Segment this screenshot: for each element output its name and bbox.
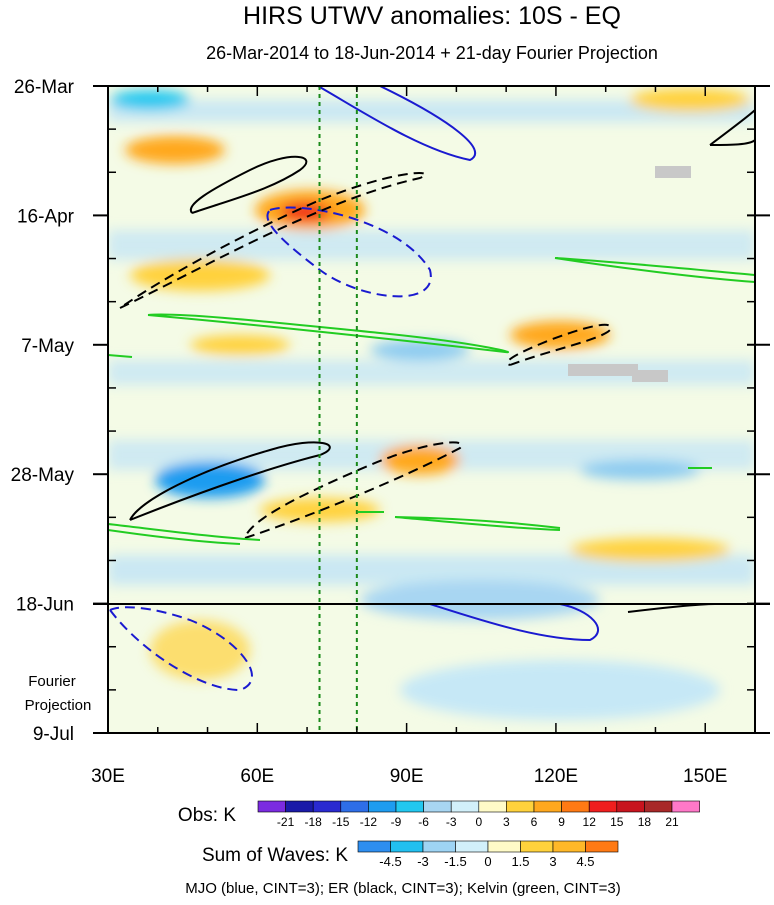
obs-legend-swatch bbox=[588, 800, 618, 813]
er-contour-1 bbox=[189, 155, 308, 214]
x-axis: 30E 60E 90E 120E 150E bbox=[91, 86, 756, 787]
obs-legend-swatch bbox=[340, 800, 369, 813]
er-contour-6 bbox=[709, 109, 755, 146]
obs-legend-label: -15 bbox=[332, 815, 350, 829]
obs-legend-swatch bbox=[506, 800, 535, 813]
obs-legend-label: -9 bbox=[391, 815, 402, 829]
x-tick-label: 150E bbox=[683, 766, 727, 787]
obs-legend-swatch bbox=[644, 800, 673, 813]
x-tick-label: 120E bbox=[534, 766, 578, 787]
obs-legend: -21 -18 -15 -12 -9 -6 -3 0 3 6 9 12 15 18 21 bbox=[257, 800, 700, 829]
projection-label-line1: Fourier bbox=[28, 673, 76, 690]
waves-legend-swatch bbox=[585, 840, 619, 853]
er-contour-5 bbox=[244, 441, 463, 539]
waves-legend-label: 1.5 bbox=[511, 854, 529, 869]
waves-legend-label: 4.5 bbox=[576, 854, 594, 869]
obs-legend-swatch bbox=[478, 800, 507, 813]
y-tick-label: 9-Jul bbox=[33, 724, 74, 745]
waves-legend-swatch bbox=[390, 840, 424, 853]
kelvin-contour-1 bbox=[147, 313, 509, 354]
waves-legend-label: 0 bbox=[484, 854, 491, 869]
y-tick-label: 7-May bbox=[21, 336, 74, 357]
obs-legend-swatch bbox=[423, 800, 452, 813]
y-tick-label: 18-Jun bbox=[16, 595, 74, 616]
waves-legend-label: -1.5 bbox=[444, 854, 466, 869]
obs-legend-label: 12 bbox=[583, 815, 597, 829]
er-contour-4 bbox=[129, 441, 331, 521]
reference-lines bbox=[318, 86, 358, 733]
waves-legend-label: -4.5 bbox=[379, 854, 401, 869]
y-tick-label: 16-Apr bbox=[17, 206, 75, 227]
waves-legend-swatch bbox=[520, 840, 554, 853]
waves-legend-label: 3 bbox=[549, 854, 556, 869]
y-axis: 26-Mar 16-Apr 7-May 28-May 18-Jun 9-Jul bbox=[11, 77, 770, 745]
contour-caption: MJO (blue, CINT=3); ER (black, CINT=3); … bbox=[185, 880, 621, 897]
er-contour-2 bbox=[119, 172, 427, 309]
kelvin-contour-2 bbox=[554, 257, 755, 283]
obs-legend-label: -18 bbox=[305, 815, 323, 829]
chart-subtitle: 26-Mar-2014 to 18-Jun-2014 + 21-day Four… bbox=[206, 43, 658, 63]
x-tick-label: 90E bbox=[390, 766, 424, 787]
mjo-contour-3 bbox=[429, 603, 600, 642]
obs-legend-swatch bbox=[368, 800, 397, 813]
obs-legend-label: -21 bbox=[277, 815, 295, 829]
obs-legend-swatch bbox=[450, 800, 480, 813]
x-tick-label: 60E bbox=[240, 766, 274, 787]
plot-frame bbox=[107, 85, 756, 734]
er-contour-3 bbox=[506, 323, 612, 366]
chart-title: HIRS UTWV anomalies: 10S - EQ bbox=[243, 2, 621, 30]
obs-legend-swatch bbox=[671, 800, 700, 813]
obs-legend-label: -12 bbox=[360, 815, 378, 829]
obs-legend-swatch bbox=[285, 800, 314, 813]
obs-legend-label: 15 bbox=[610, 815, 624, 829]
waves-legend-swatch bbox=[357, 840, 391, 853]
obs-legend-label: 3 bbox=[503, 815, 510, 829]
obs-legend-label: -3 bbox=[446, 815, 457, 829]
obs-legend-label: -6 bbox=[418, 815, 429, 829]
obs-legend-swatch bbox=[312, 800, 342, 813]
obs-legend-swatch bbox=[533, 800, 562, 813]
kelvin-contour-5 bbox=[394, 516, 561, 531]
y-tick-label: 28-May bbox=[11, 465, 75, 486]
obs-legend-label: 6 bbox=[531, 815, 538, 829]
mjo-contour-1 bbox=[317, 86, 477, 162]
obs-legend-swatch bbox=[561, 800, 590, 813]
kelvin-contour-4 bbox=[108, 523, 261, 545]
obs-legend-swatch bbox=[257, 800, 286, 813]
projection-label-line2: Projection bbox=[25, 697, 92, 714]
obs-legend-label: 21 bbox=[665, 815, 679, 829]
obs-legend-label: 18 bbox=[638, 815, 652, 829]
waves-legend-swatch bbox=[455, 840, 489, 853]
waves-legend-label: -3 bbox=[417, 854, 429, 869]
heatmap-field bbox=[108, 86, 755, 733]
waves-legend-swatch bbox=[552, 840, 586, 853]
obs-legend-label: 0 bbox=[475, 815, 482, 829]
obs-legend-title: Obs: K bbox=[178, 805, 236, 826]
obs-legend-label: 9 bbox=[558, 815, 565, 829]
obs-legend-swatch bbox=[616, 800, 645, 813]
obs-legend-swatch bbox=[395, 800, 424, 813]
mjo-contour-2 bbox=[266, 206, 432, 298]
x-tick-label: 30E bbox=[91, 766, 125, 787]
waves-legend-swatch bbox=[487, 840, 521, 853]
waves-legend: -4.5 -3 -1.5 0 1.5 3 4.5 bbox=[357, 840, 619, 869]
y-tick-label: 26-Mar bbox=[14, 77, 75, 98]
waves-legend-swatch bbox=[422, 840, 456, 853]
mjo-contour-4 bbox=[109, 606, 253, 692]
waves-legend-title: Sum of Waves: K bbox=[202, 845, 348, 866]
kelvin-contour-6 bbox=[358, 467, 712, 513]
kelvin-contour-3 bbox=[108, 354, 133, 358]
